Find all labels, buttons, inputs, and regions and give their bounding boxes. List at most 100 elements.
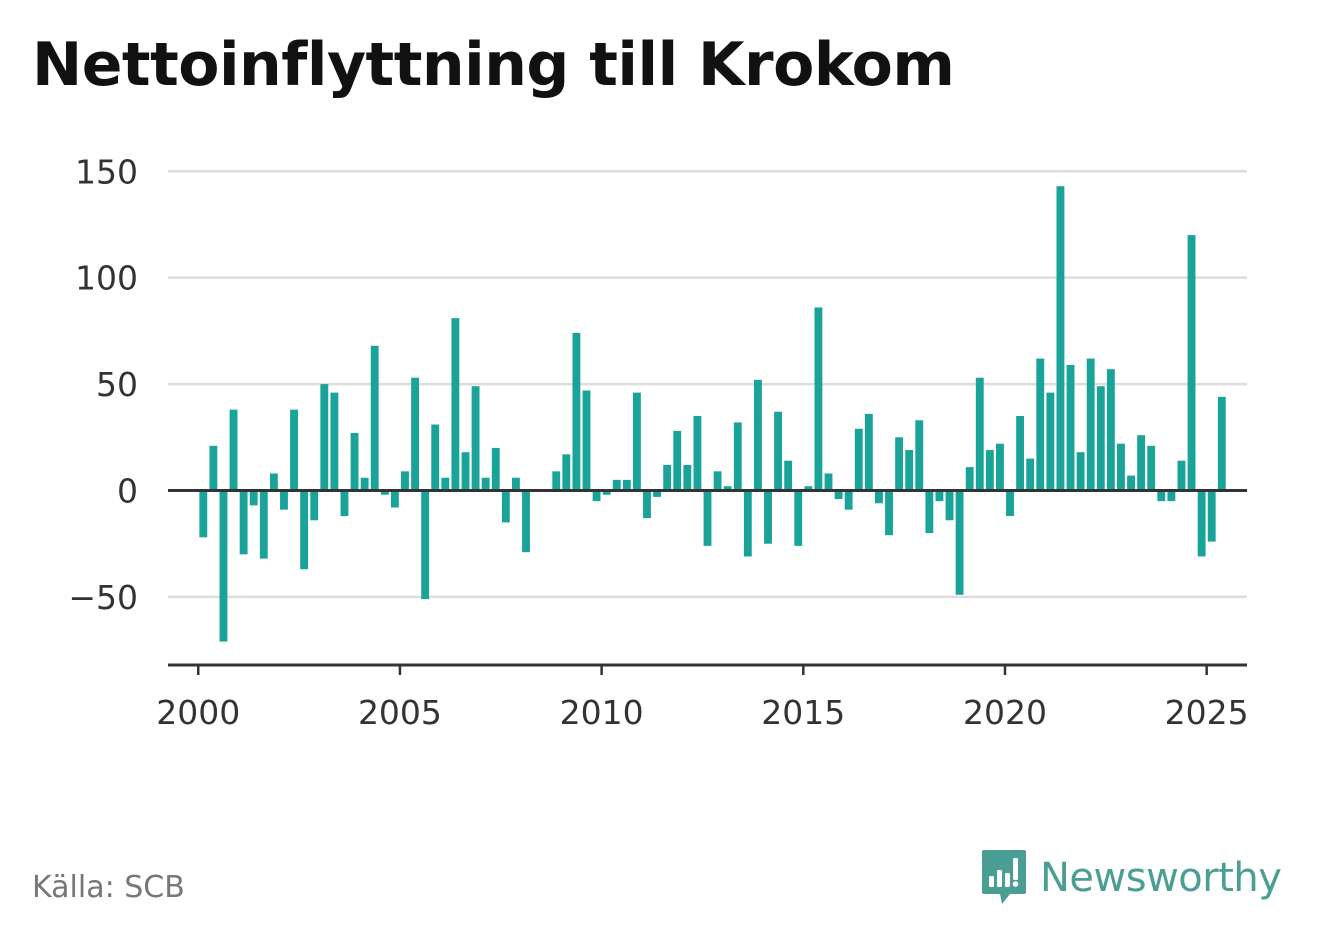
- bar: [1066, 364, 1075, 491]
- bar: [794, 490, 803, 546]
- bar: [300, 490, 309, 570]
- bar: [582, 390, 591, 491]
- bar: [925, 490, 934, 534]
- bar: [431, 424, 440, 491]
- bar: [320, 384, 329, 491]
- bar: [1016, 416, 1025, 491]
- bar: [713, 471, 722, 491]
- bar: [703, 490, 712, 546]
- bar: [844, 490, 853, 510]
- bar: [743, 490, 752, 557]
- bar: [552, 471, 561, 491]
- bar: [643, 490, 651, 519]
- bar: [683, 464, 692, 491]
- bar: [481, 477, 490, 491]
- bar: [784, 460, 793, 491]
- bar: [723, 486, 732, 491]
- bar: [401, 471, 409, 491]
- x-tick-label: 2010: [560, 693, 644, 732]
- bar: [673, 430, 682, 491]
- bar: [885, 490, 893, 536]
- bar: [774, 411, 783, 491]
- bar: [1137, 435, 1146, 491]
- bar: [955, 490, 964, 595]
- bar: [340, 490, 349, 517]
- bar: [259, 490, 268, 559]
- bar: [1086, 358, 1095, 491]
- bar: [1056, 186, 1065, 491]
- bars: [199, 186, 1226, 642]
- bar: [1207, 490, 1216, 542]
- y-tick-label: −50: [68, 578, 138, 617]
- bar: [653, 490, 662, 497]
- x-tick-label: 2020: [963, 693, 1047, 732]
- bar: [1127, 475, 1135, 491]
- bar: [854, 428, 863, 491]
- bar: [522, 490, 530, 553]
- bar: [350, 433, 359, 491]
- y-tick-label: 100: [75, 259, 138, 298]
- bar: [360, 477, 369, 491]
- x-tick-label: 2015: [761, 693, 845, 732]
- bar: [199, 490, 208, 538]
- bar: [1076, 452, 1085, 491]
- bar: [491, 447, 500, 491]
- bar: [733, 422, 742, 491]
- bar: [310, 490, 319, 521]
- bar: [895, 437, 904, 491]
- axes: [168, 488, 1247, 675]
- bar: [411, 377, 419, 491]
- chart-title: Nettoinflyttning till Krokom: [32, 30, 955, 100]
- bar: [249, 490, 258, 506]
- x-tick-label: 2005: [358, 693, 442, 732]
- bar: [834, 490, 843, 500]
- bar: [1036, 358, 1045, 491]
- y-tick-label: 150: [75, 152, 138, 191]
- bar: [814, 307, 823, 491]
- bar: [219, 490, 228, 642]
- bar: [764, 490, 772, 544]
- bar: [1106, 369, 1115, 491]
- bar: [239, 490, 248, 555]
- bar: [501, 490, 510, 523]
- bar: [1006, 490, 1014, 517]
- bar: [945, 490, 954, 521]
- bar: [824, 473, 833, 491]
- bar: [471, 386, 480, 491]
- bar: [935, 490, 944, 502]
- tick-labels: 150 100 50 0 −50 2000 2005 2010 2015 2020 2025: [68, 152, 1248, 732]
- bar: [875, 490, 883, 504]
- bar: [451, 318, 460, 491]
- bar: [592, 490, 601, 502]
- bar: [693, 416, 702, 491]
- bar: [1147, 445, 1156, 491]
- bar: [370, 345, 379, 491]
- bar: [965, 467, 974, 491]
- bar: [1046, 392, 1055, 491]
- bar: [229, 409, 238, 491]
- bar: [1177, 460, 1186, 491]
- bar: [602, 490, 611, 495]
- bar: [632, 392, 641, 491]
- bar: [572, 333, 581, 491]
- bar: [280, 490, 288, 510]
- bar: [975, 377, 984, 491]
- newsworthy-logo-icon: [982, 850, 1026, 904]
- bar: [1026, 458, 1035, 491]
- bar: [209, 445, 218, 491]
- bar: [290, 409, 298, 491]
- brand-logo: Newsworthy: [980, 848, 1282, 908]
- bar: [380, 490, 389, 495]
- bar: [915, 420, 924, 491]
- bar: [1167, 490, 1176, 502]
- bar: [905, 450, 914, 491]
- bar: [269, 473, 278, 491]
- y-tick-label: 0: [117, 471, 138, 510]
- bar: [421, 490, 430, 600]
- bar: [461, 452, 470, 491]
- bar: [390, 490, 399, 508]
- bar: [753, 379, 762, 491]
- bar: [1187, 235, 1196, 491]
- bar: [562, 454, 571, 491]
